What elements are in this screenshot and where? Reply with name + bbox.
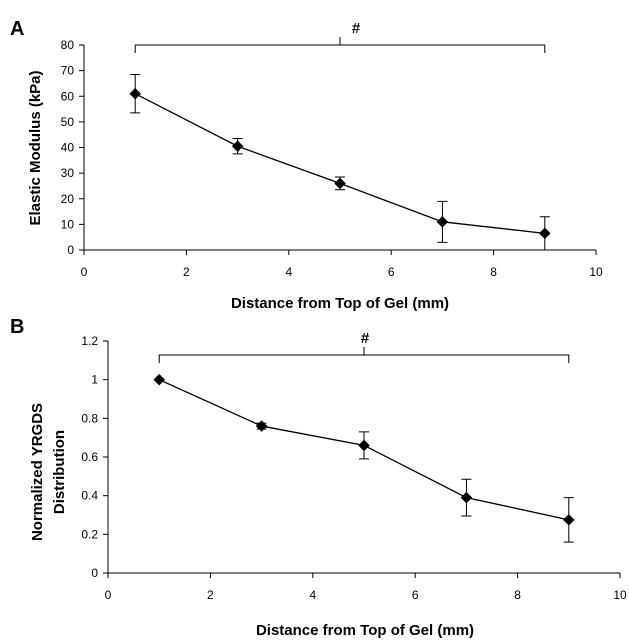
panel-b-x-tick-label: 2 [207, 588, 214, 602]
panel-a-data-point [231, 140, 244, 153]
panel-a-data-point [436, 215, 449, 228]
panel-b-data-point [460, 491, 473, 504]
panel-a-y-tick-label: 50 [61, 115, 75, 129]
panel-a-x-tick-label: 4 [285, 265, 292, 279]
panel-a-x-axis-title: Distance from Top of Gel (mm) [231, 295, 449, 312]
panel-a-y-tick-label: 60 [61, 89, 75, 103]
panel-b-x-tick-label: 0 [105, 588, 112, 602]
panel-a-y-tick-label: 0 [67, 243, 74, 257]
panel-a-x-tick-label: 8 [490, 265, 497, 279]
panel-b-y-tick-label: 0.6 [81, 450, 98, 464]
panel-a-y-tick-label: 80 [61, 38, 75, 52]
panel-b-x-axis-title: Distance from Top of Gel (mm) [256, 622, 474, 639]
panel-b-data-point [153, 373, 166, 386]
panel-a-label: A [10, 18, 24, 40]
panel-b-y-tick-label: 1.2 [81, 334, 98, 348]
panel-b-x-tick-label: 8 [514, 588, 521, 602]
panel-b-y-axis-title-line-1: Normalized YRGDS [29, 403, 46, 541]
panel-a-x-tick-label: 10 [589, 265, 603, 279]
panel-b-y-tick-label: 0.2 [81, 527, 98, 541]
panel-a-x-tick-label: 0 [81, 265, 88, 279]
panel-b-y-tick-label: 0.8 [81, 411, 98, 425]
panel-a-y-tick-label: 40 [61, 141, 75, 155]
panel-b-y-tick-label: 1 [91, 373, 98, 387]
panel-a-x-tick-label: 6 [388, 265, 395, 279]
panel-b-data-point [255, 420, 268, 432]
panel-b-data-point [562, 513, 575, 526]
panel-b-y-axis-title-line-2: Distribution [51, 430, 68, 514]
panel-b: B Normalized YRGDS Distribution Distance… [10, 316, 627, 639]
panel-b-x-tick-label: 10 [613, 588, 627, 602]
panel-a-y-tick-label: 10 [61, 217, 75, 231]
panel-a: A Elastic Modulus (kPa) Distance from To… [10, 18, 603, 312]
panel-a-significance-bracket [134, 37, 546, 53]
panel-b-data-point [358, 439, 370, 452]
panel-b-significance-bracket [158, 347, 570, 363]
panel-a-data-point [334, 177, 346, 190]
panel-b-label: B [10, 316, 24, 338]
panel-a-y-tick-label: 30 [61, 166, 75, 180]
panel-a-x-tick-label: 2 [183, 265, 190, 279]
panel-a-y-axis-title: Elastic Modulus (kPa) [27, 70, 44, 225]
panel-b-significance-label: # [361, 330, 370, 347]
panel-b-x-tick-label: 4 [309, 588, 316, 602]
panel-a-y-tick-label: 20 [61, 192, 75, 206]
panel-a-y-tick-label: 70 [61, 64, 75, 78]
panel-a-significance-label: # [352, 20, 361, 37]
panel-b-x-tick-label: 6 [412, 588, 419, 602]
panel-a-data-point [538, 227, 551, 240]
panel-a-data-point [129, 87, 142, 100]
panel-a-series-line [134, 93, 545, 234]
panel-b-y-tick-label: 0.4 [81, 489, 98, 503]
panel-b-y-tick-label: 0 [91, 566, 98, 580]
